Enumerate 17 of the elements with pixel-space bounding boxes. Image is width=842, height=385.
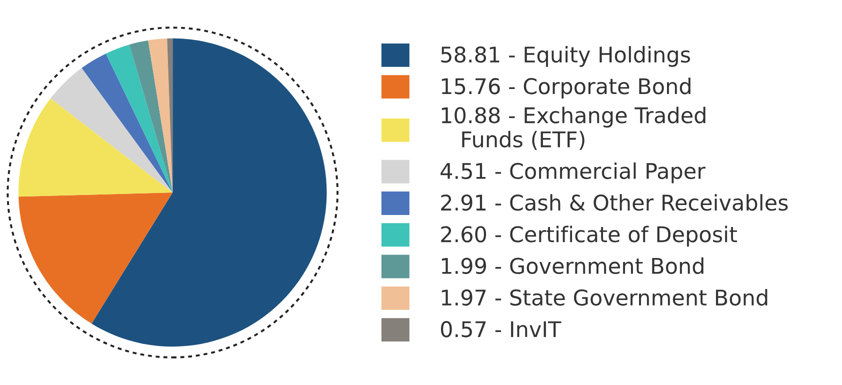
pie-slice — [106, 44, 173, 192]
legend-label: 2.60 - Certificate of Deposit — [441, 226, 737, 247]
pie-slice — [129, 40, 173, 192]
legend-label: 15.76 - Corporate Bond — [442, 78, 690, 99]
pie-slice — [18, 192, 173, 324]
pie-slice — [92, 38, 327, 347]
pie-slice — [148, 38, 173, 192]
legend-label: 10.88 - Exchange Traded Funds (ETF) — [442, 106, 706, 150]
pie-slice — [82, 54, 173, 192]
legend-label: 0.57 - InvIT — [440, 321, 562, 338]
legend-label: 1.97 - State Government Bond — [442, 289, 768, 306]
legend-label: 1.99 - Government Bond — [442, 257, 704, 274]
pie-slice — [50, 68, 173, 192]
pie-slice — [18, 98, 173, 197]
legend-label: 2.91 - Cash & Other Receivables — [441, 194, 788, 211]
legend-label: 4.51 - Commercial Paper — [440, 162, 706, 184]
legend-label: 58.81 - Equity Holdings — [441, 46, 690, 67]
